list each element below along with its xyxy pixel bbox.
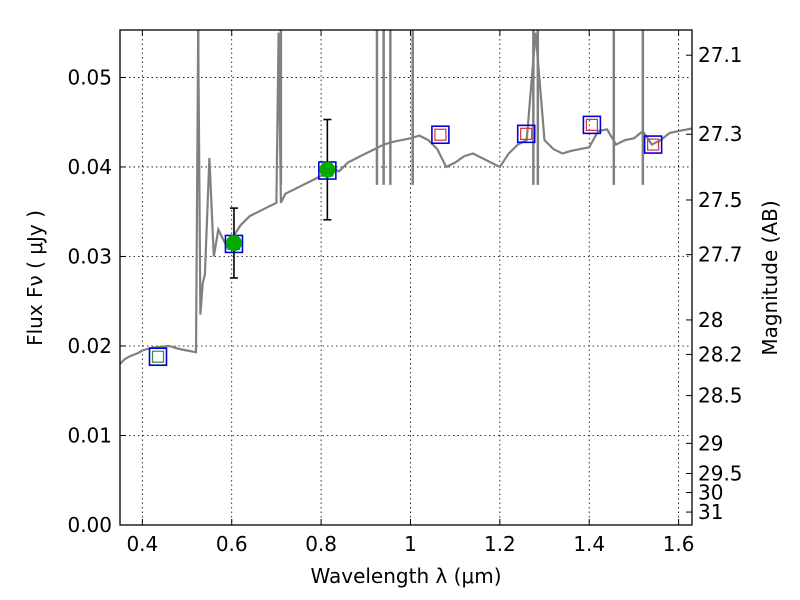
mag-tick-label: 28.5 [698, 384, 743, 408]
y-axis-label: Flux Fν ( μJy ) [23, 210, 47, 346]
magnitude-axis-label: Magnitude (AB) [758, 200, 782, 355]
mag-tick-label: 28.2 [698, 342, 743, 366]
tick-layer: 0.4 0.6 0.8 1 1.2 1.4 1.6 0.00 0.01 0.02 0.03 0.04 0… [67, 30, 743, 556]
model-photometry-inner-box [151, 350, 165, 363]
y-tick-label: 0.00 [67, 513, 112, 537]
y-tick-label: 0.05 [67, 65, 112, 89]
x-tick-label: 1.2 [484, 532, 516, 556]
mag-tick-label: 31 [698, 500, 723, 524]
x-tick-label: 0.4 [126, 532, 158, 556]
x-tick-label: 1.6 [663, 532, 695, 556]
marker-layer [148, 115, 663, 367]
mag-tick-label: 28 [698, 308, 723, 332]
y-tick-label: 0.04 [67, 155, 112, 179]
x-tick-label: 0.6 [216, 532, 248, 556]
model-photometry-box [582, 115, 602, 135]
model-photometry-inner-box [520, 127, 533, 140]
plot-frame [119, 29, 693, 526]
model-spectrum-line [120, 32, 692, 365]
mag-tick-label: 29.5 [698, 461, 743, 485]
mag-tick-label: 30 [698, 480, 723, 504]
model-photometry-box [643, 135, 663, 154]
model-photometry-inner-box [434, 128, 447, 141]
model-photometry-box [431, 125, 450, 145]
model-photometry-box [148, 347, 168, 367]
y-tick-label: 0.02 [67, 334, 112, 358]
mag-tick-label: 27.3 [698, 122, 743, 146]
mag-tick-label: 27.1 [698, 43, 743, 67]
mag-tick-label: 27.5 [698, 188, 743, 212]
observed-flux-point [225, 235, 242, 252]
mag-tick-label: 27.7 [698, 243, 743, 267]
x-axis-label: Wavelength λ (μm) [310, 564, 501, 588]
mag-tick-label: 29 [698, 431, 723, 455]
grid [120, 30, 692, 526]
model-photometry-box [516, 124, 536, 144]
x-tick-label: 1 [404, 532, 417, 556]
model-photometry-inner-box [647, 138, 660, 151]
y-tick-label: 0.03 [67, 244, 112, 268]
x-tick-label: 1.4 [573, 532, 605, 556]
observed-flux-point [319, 161, 336, 178]
y-tick-label: 0.01 [67, 423, 112, 447]
spectrum-layer [120, 30, 692, 365]
model-photometry-inner-box [585, 118, 599, 131]
x-tick-label: 0.8 [305, 532, 337, 556]
